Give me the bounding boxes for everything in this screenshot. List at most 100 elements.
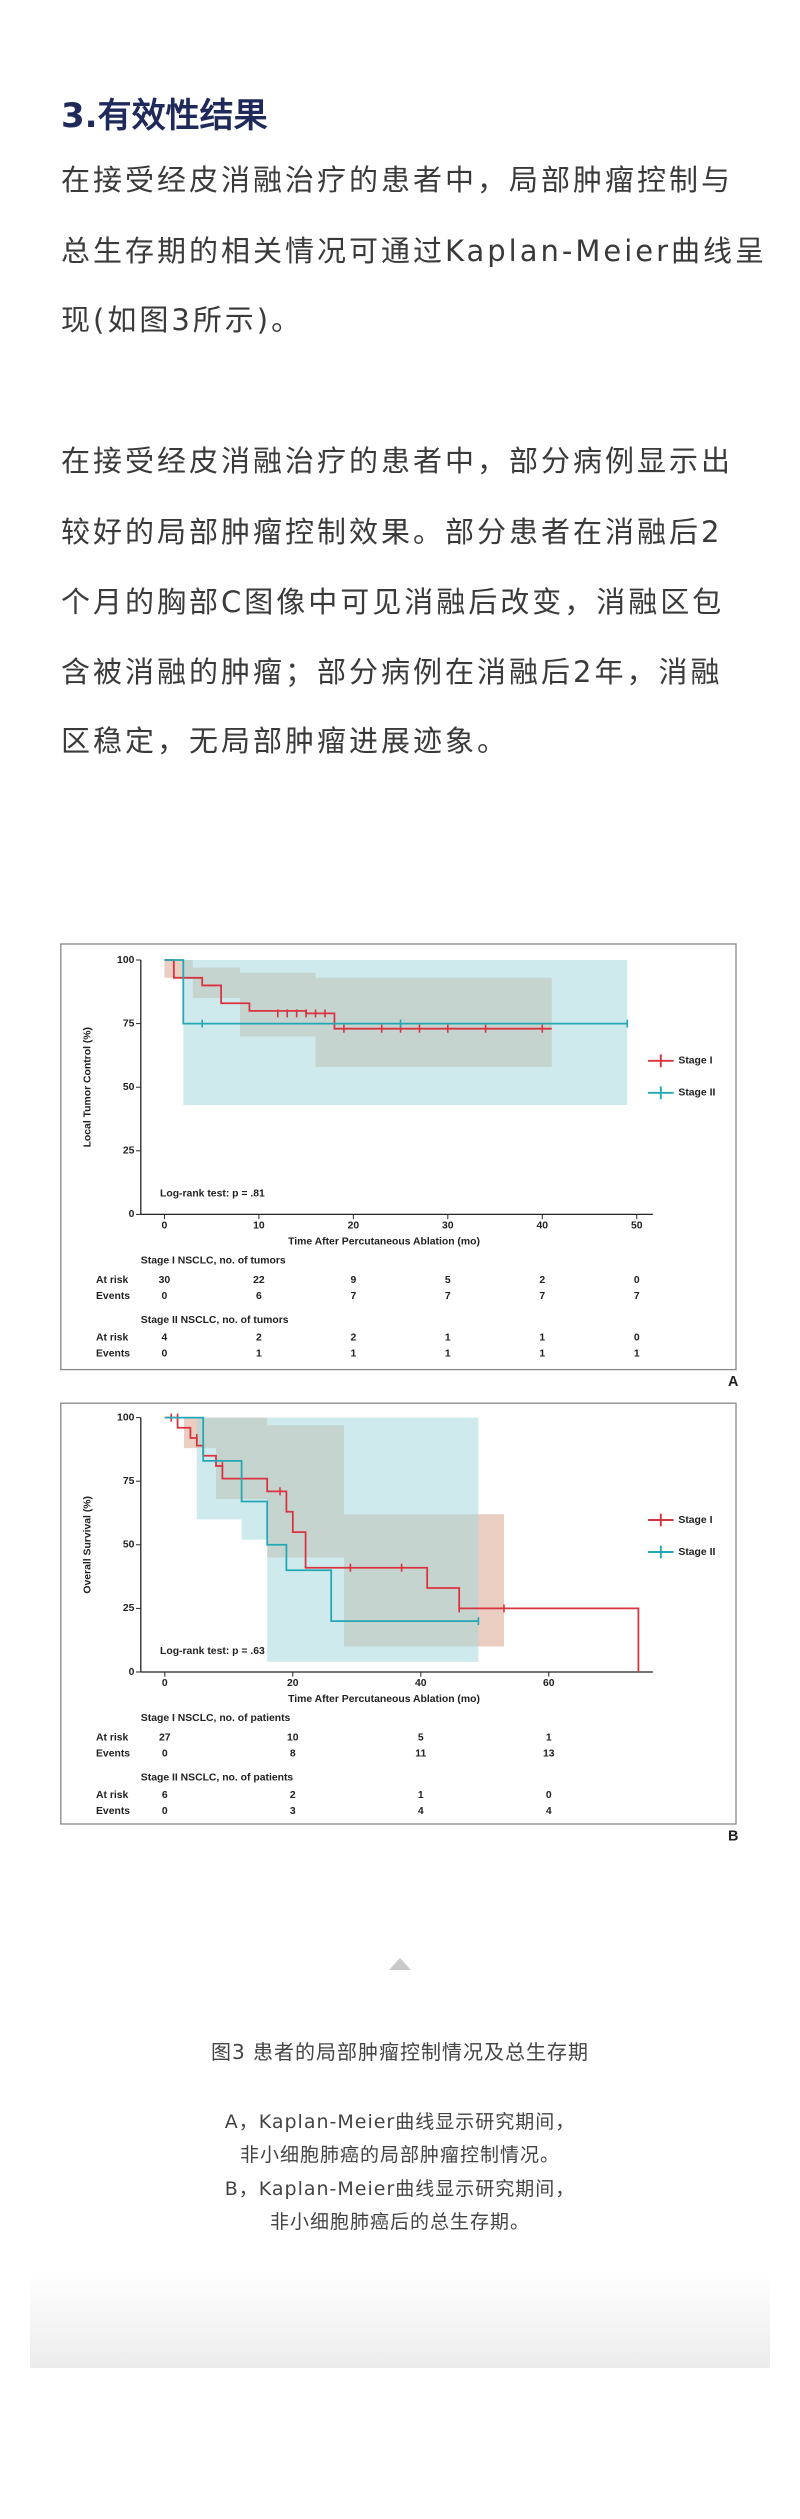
x-tick-label: 50 — [631, 1220, 643, 1231]
risk-value: 9 — [350, 1275, 356, 1286]
x-tick-label: 60 — [543, 1678, 555, 1689]
risk-value: 0 — [634, 1275, 640, 1286]
risk-value: 1 — [445, 1348, 451, 1359]
risk-value: 7 — [539, 1291, 545, 1302]
y-axis-title: Local Tumor Control (%) — [83, 1027, 94, 1147]
panel-label: A — [728, 1374, 739, 1390]
risk-value: 4 — [162, 1332, 168, 1343]
heading: 3.有效性结果 — [61, 96, 268, 136]
risk-group-title: Stage I NSCLC, no. of patients — [141, 1713, 291, 1724]
risk-value: 0 — [162, 1291, 168, 1302]
risk-value: 0 — [162, 1748, 168, 1759]
paragraph-line: 总生存期的相关情况可通过Kaplan-Meier曲线呈 — [61, 234, 768, 268]
annotation: Log-rank test: p = .63 — [160, 1646, 265, 1657]
y-tick-label: 100 — [117, 955, 135, 966]
risk-value: 4 — [418, 1806, 424, 1817]
risk-value: 1 — [256, 1348, 262, 1359]
paragraph-line: 较好的局部肿瘤控制效果。部分患者在消融后2 — [61, 515, 723, 549]
risk-value: 2 — [256, 1332, 262, 1343]
x-axis-title: Time After Percutaneous Ablation (mo) — [288, 1236, 480, 1247]
risk-value: 4 — [546, 1806, 552, 1817]
caption-line: 非小细胞肺癌后的总生存期。 — [269, 2211, 530, 2233]
caption-line: A，Kaplan-Meier曲线显示研究期间， — [224, 2111, 576, 2133]
risk-row-label: At risk — [96, 1732, 129, 1743]
caption-title: 图3 患者的局部肿瘤控制情况及总生存期 — [210, 2040, 590, 2064]
risk-value: 1 — [418, 1790, 424, 1801]
risk-value: 11 — [415, 1748, 426, 1759]
panel-frame — [60, 1402, 737, 1825]
survival-curve — [164, 1416, 640, 1672]
x-axis-title: Time After Percutaneous Ablation (mo) — [288, 1694, 480, 1705]
risk-row-label: Events — [96, 1748, 130, 1759]
risk-value: 7 — [445, 1291, 451, 1302]
x-tick-label: 20 — [287, 1678, 299, 1689]
x-tick-label: 40 — [536, 1220, 548, 1231]
risk-value: 27 — [159, 1732, 171, 1743]
risk-value: 0 — [546, 1790, 552, 1801]
y-tick-label: 0 — [129, 1209, 135, 1220]
y-tick-label: 75 — [123, 1476, 135, 1487]
legend-label: Stage II — [678, 1547, 715, 1558]
y-tick-label: 25 — [123, 1146, 135, 1157]
risk-value: 7 — [350, 1291, 356, 1302]
caption-line: 非小细胞肺癌的局部肿瘤控制情况。 — [239, 2144, 560, 2166]
x-tick-label: 20 — [348, 1220, 360, 1231]
risk-value: 5 — [445, 1275, 451, 1286]
paragraph-line: 在接受经皮消融治疗的患者中，部分病例显示出 — [61, 444, 734, 478]
risk-row-label: Events — [96, 1291, 130, 1302]
risk-value: 1 — [634, 1348, 640, 1359]
footer-fade — [30, 2272, 770, 2368]
x-tick-label: 0 — [162, 1678, 168, 1689]
confidence-band — [164, 1417, 479, 1662]
risk-value: 1 — [546, 1732, 552, 1743]
y-tick-label: 100 — [117, 1412, 135, 1423]
y-tick-label: 50 — [123, 1082, 135, 1093]
y-tick-label: 25 — [123, 1603, 135, 1614]
paragraph-line: 含被消融的肿瘤；部分病例在消融后2年，消融 — [61, 655, 723, 689]
survival-curve — [164, 959, 628, 1025]
risk-value: 1 — [539, 1348, 545, 1359]
risk-value: 0 — [634, 1332, 640, 1343]
y-axis-title: Overall Survival (%) — [83, 1496, 94, 1594]
risk-value: 2 — [350, 1332, 356, 1343]
y-tick-label: 0 — [129, 1667, 135, 1678]
risk-row-label: At risk — [96, 1332, 129, 1343]
paragraph-line: 个月的胸部C图像中可见消融后改变，消融区包 — [61, 585, 725, 619]
caption-line: B，Kaplan-Meier曲线显示研究期间， — [224, 2178, 576, 2200]
risk-value: 0 — [162, 1806, 168, 1817]
panel-frame — [60, 943, 737, 1371]
risk-value: 30 — [159, 1275, 171, 1286]
risk-value: 5 — [418, 1732, 424, 1743]
survival-curve — [164, 959, 552, 1030]
risk-row-label: At risk — [96, 1275, 129, 1286]
paragraph-line: 区稳定，无局部肿瘤进展迹象。 — [61, 724, 510, 758]
risk-row-label: At risk — [96, 1790, 129, 1801]
x-tick-label: 30 — [442, 1220, 454, 1231]
legend-label: Stage I — [678, 1515, 712, 1526]
legend-label: Stage II — [678, 1088, 715, 1099]
survival-curve — [164, 1416, 479, 1622]
risk-group-title: Stage II NSCLC, no. of tumors — [141, 1315, 289, 1326]
risk-group-title: Stage I NSCLC, no. of tumors — [141, 1256, 286, 1267]
risk-value: 6 — [256, 1291, 262, 1302]
x-tick-label: 0 — [162, 1220, 168, 1231]
risk-group-title: Stage II NSCLC, no. of patients — [141, 1772, 294, 1783]
paragraph-line: 在接受经皮消融治疗的患者中，局部肿瘤控制与 — [61, 163, 734, 197]
x-tick-label: 10 — [253, 1220, 265, 1231]
paragraph-line: 现(如图3所示)。 — [61, 303, 304, 337]
risk-value: 1 — [539, 1332, 545, 1343]
y-tick-label: 50 — [123, 1540, 135, 1551]
risk-value: 13 — [543, 1748, 555, 1759]
x-tick-label: 40 — [415, 1678, 427, 1689]
risk-value: 1 — [350, 1348, 356, 1359]
risk-value: 10 — [287, 1732, 299, 1743]
collapse-arrow[interactable] — [389, 1958, 411, 1970]
risk-value: 2 — [290, 1790, 296, 1801]
risk-value: 6 — [162, 1790, 168, 1801]
legend-label: Stage I — [678, 1056, 712, 1067]
y-tick-label: 75 — [123, 1018, 135, 1029]
risk-row-label: Events — [96, 1348, 130, 1359]
risk-value: 2 — [539, 1275, 545, 1286]
